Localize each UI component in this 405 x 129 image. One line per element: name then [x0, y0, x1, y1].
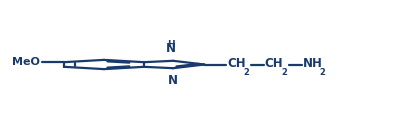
Text: NH: NH: [303, 57, 322, 70]
Text: 2: 2: [320, 68, 325, 77]
Text: 2: 2: [244, 68, 249, 77]
Text: MeO: MeO: [12, 57, 40, 67]
Text: H: H: [167, 40, 175, 49]
Text: N: N: [166, 42, 176, 55]
Text: CH: CH: [265, 57, 284, 70]
Text: 2: 2: [281, 68, 288, 77]
Text: N: N: [168, 74, 178, 87]
Text: CH: CH: [227, 57, 245, 70]
